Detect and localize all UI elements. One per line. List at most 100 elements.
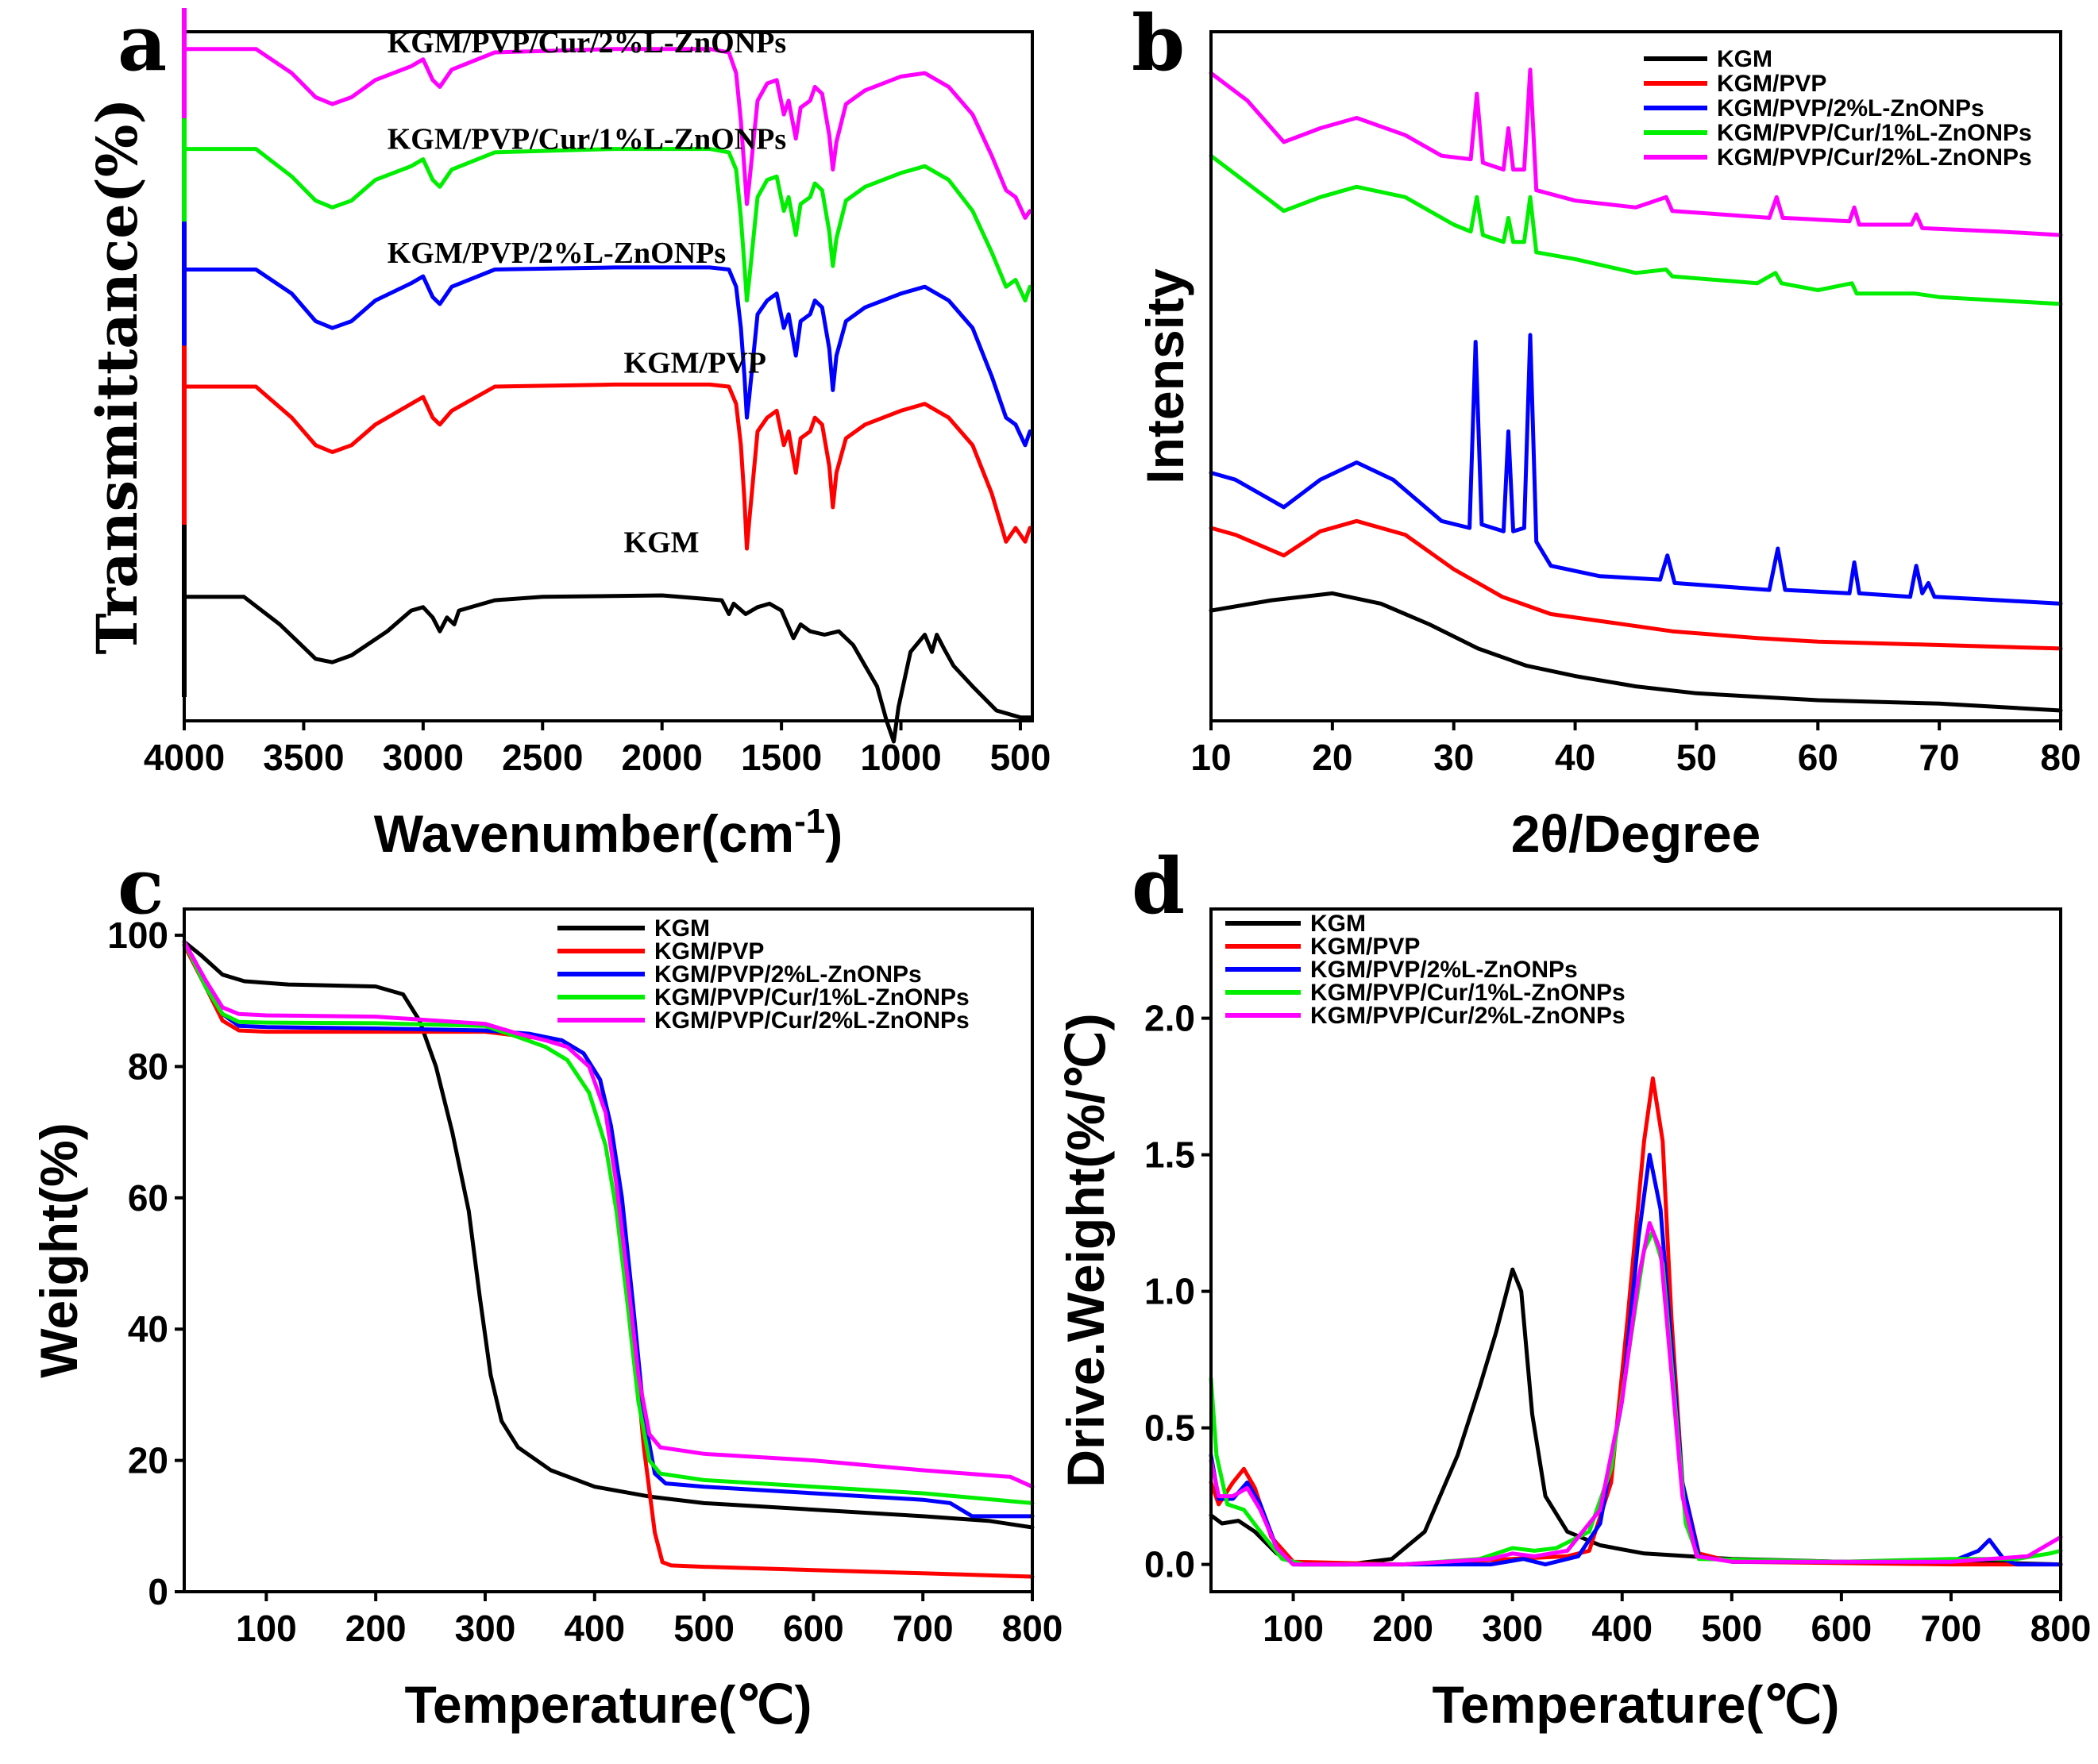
series-line-kgm-pvp-cur-2-l-znonps (1209, 67, 2063, 237)
x-tick-label: 500 (673, 1608, 735, 1649)
legend-label-kgm-pvp-cur-1-l-znonps: KGM/PVP/Cur/1%L-ZnONPs (654, 984, 970, 1011)
x-tick-label: 30 (1433, 737, 1474, 778)
series-line-kgm-pvp-2-l-znonps (182, 939, 1035, 1519)
annotation-kgm-pvp-cur-2-l-znonps: KGM/PVP/Cur/2%L-ZnONPs (388, 26, 786, 60)
series-line-kgm (1209, 1267, 2063, 1567)
x-tick-label: 300 (1482, 1608, 1543, 1649)
x-tick-label: 2500 (502, 737, 583, 778)
series-line-kgm-pvp-cur-1-l-znonps (1209, 153, 2063, 306)
x-tick-label: 50 (1676, 737, 1717, 778)
legend-label-kgm: KGM (1717, 46, 1772, 72)
x-tick-label: 1500 (741, 737, 822, 778)
x-tick-label: 60 (1798, 737, 1838, 778)
annotation-kgm: KGM (624, 526, 700, 559)
series-line-kgm (1209, 591, 2063, 713)
y-tick-label: 1.5 (1144, 1134, 1195, 1176)
x-tick-label: 700 (893, 1608, 954, 1649)
series-line-kgm (182, 593, 1032, 744)
panel-letter-d: d (1132, 842, 1185, 931)
legend-label-kgm: KGM (1310, 911, 1366, 937)
x-tick-label: 400 (564, 1608, 625, 1649)
y-axis-title: Drive.Weight(%/℃) (1056, 1013, 1115, 1487)
x-tick-label: 4000 (144, 737, 225, 778)
y-tick-label: 80 (128, 1046, 168, 1087)
x-tick-label: 300 (455, 1608, 516, 1649)
x-tick-label: 600 (783, 1608, 844, 1649)
panel-letter-b: b (1132, 0, 1185, 88)
y-axis-title: Weight(%) (29, 1123, 88, 1377)
panel-a-ftir-chart: 4000 3500 3000 2500 2000 1500 1000 500 Wavenumbe… (84, 8, 1051, 863)
superscript: -1 (794, 802, 825, 841)
panel-letter-c: c (118, 842, 164, 931)
series-line-kgm-pvp-cur-1-l-znonps (182, 147, 1032, 302)
series-line-kgm-pvp (1209, 1076, 2063, 1567)
y-axis-title: Intensity (1136, 268, 1194, 484)
y-tick-label: 60 (128, 1177, 168, 1219)
x-tick-label: 100 (236, 1608, 297, 1649)
panel-b-xrd-chart: 10 20 30 40 50 60 70 802θ/DegreeIntensityKGMKGM… (1136, 30, 2081, 863)
x-tick-label: 3500 (263, 737, 344, 778)
x-tick-label: 20 (1312, 737, 1352, 778)
legend-label-kgm-pvp-2-l-znonps: KGM/PVP/2%L-ZnONPs (1310, 957, 1578, 983)
x-tick-label: 600 (1811, 1608, 1872, 1649)
series-line-kgm-pvp (182, 382, 1032, 551)
x-tick-label: 200 (345, 1608, 407, 1649)
panel-c-tga-chart: 100 200 300 400 500 600 700 800 0 20 40 60 80 100 Temp… (29, 907, 1063, 1734)
x-tick-label: 3000 (383, 737, 464, 778)
series-line-kgm (182, 939, 1035, 1530)
series-line-kgm-pvp (182, 943, 1035, 1579)
x-tick-label: 800 (1002, 1608, 1063, 1649)
series-line-kgm-pvp-cur-2-l-znonps (182, 47, 1032, 220)
legend-label-kgm-pvp: KGM/PVP (654, 938, 764, 965)
y-tick-label: 0.0 (1144, 1544, 1195, 1585)
x-tick-label: 200 (1372, 1608, 1433, 1649)
panel-letter-a: a (118, 0, 167, 88)
series-line-kgm-pvp-cur-2-l-znonps (1209, 1221, 2063, 1567)
series-line-kgm-pvp-2-l-znonps (1209, 333, 2063, 606)
x-axis-title: 2θ/Degree (1511, 804, 1761, 863)
y-tick-label: 2.0 (1144, 998, 1195, 1039)
y-tick-label: 0.5 (1144, 1408, 1195, 1449)
y-tick-label: 0 (148, 1571, 168, 1612)
panel-d-dtg-chart: 100 200 300 400 500 600 700 800 0.0 0.5 1.0 1.5 2.0 T… (1056, 907, 2092, 1734)
series-line-kgm-pvp-2-l-znonps (182, 265, 1032, 448)
x-axis-title: Temperature(℃) (1433, 1675, 1840, 1734)
y-axis-title: Transmittance(%) (84, 98, 150, 654)
legend-label-kgm-pvp-cur-2-l-znonps: KGM/PVP/Cur/2%L-ZnONPs (654, 1007, 970, 1034)
legend-label-kgm-pvp: KGM/PVP (1310, 934, 1420, 960)
x-axis-title: Temperature(℃) (405, 1675, 812, 1734)
plot-frame (1209, 907, 2062, 1593)
x-tick-label: 40 (1555, 737, 1595, 778)
annotation-kgm-pvp-cur-1-l-znonps: KGM/PVP/Cur/1%L-ZnONPs (388, 123, 786, 156)
legend-label-kgm: KGM (654, 915, 710, 942)
series-line-kgm-pvp-cur-2-l-znonps (182, 939, 1035, 1489)
x-tick-label: 80 (2040, 737, 2081, 778)
annotation-kgm-pvp: KGM/PVP (624, 347, 766, 380)
legend-label-kgm-pvp: KGM/PVP (1717, 71, 1826, 97)
x-tick-label: 2000 (622, 737, 703, 778)
plot-frame (183, 907, 1034, 1593)
x-axis-title: Wavenumber(cm-1) (374, 802, 843, 863)
y-tick-label: 1.0 (1144, 1271, 1195, 1312)
x-tick-label: 800 (2031, 1608, 2092, 1649)
annotation-kgm-pvp-2-l-znonps: KGM/PVP/2%L-ZnONPs (388, 237, 726, 270)
close-paren: ) (825, 804, 843, 863)
x-tick-label: 100 (1263, 1608, 1324, 1649)
y-tick-label: 40 (128, 1308, 168, 1350)
x-tick-label: 700 (1921, 1608, 1982, 1649)
legend-label-kgm-pvp-cur-2-l-znonps: KGM/PVP/Cur/2%L-ZnONPs (1717, 144, 2032, 171)
series-line-kgm-pvp-cur-1-l-znonps (182, 939, 1035, 1505)
x-tick-label: 500 (990, 737, 1051, 778)
legend-label-kgm-pvp-cur-1-l-znonps: KGM/PVP/Cur/1%L-ZnONPs (1310, 980, 1626, 1006)
legend-label-kgm-pvp-cur-2-l-znonps: KGM/PVP/Cur/2%L-ZnONPs (1310, 1003, 1626, 1029)
plot-frame (1209, 30, 2062, 722)
y-tick-label: 100 (107, 915, 168, 956)
series-line-kgm-pvp (1209, 518, 2063, 651)
x-tick-label: 1000 (860, 737, 941, 778)
x-tick-label: 10 (1190, 737, 1231, 778)
legend-label-kgm-pvp-2-l-znonps: KGM/PVP/2%L-ZnONPs (654, 961, 922, 988)
y-tick-label: 20 (128, 1440, 168, 1481)
x-tick-label: 400 (1591, 1608, 1653, 1649)
x-tick-label: 500 (1701, 1608, 1762, 1649)
